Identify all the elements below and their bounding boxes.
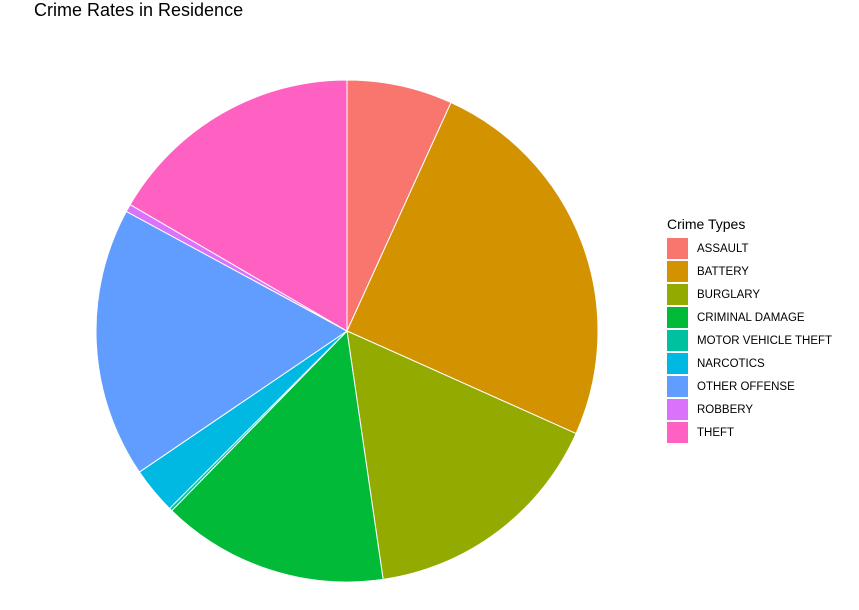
legend-item-robbery: ROBBERY (667, 398, 832, 421)
legend-item-theft: THEFT (667, 421, 832, 444)
legend-label: ROBBERY (697, 403, 754, 416)
pie-slice-criminal-damage (171, 329, 384, 583)
legend-title: Crime Types (667, 216, 746, 232)
legend-label: OTHER OFFENSE (697, 380, 795, 393)
legend-label: THEFT (697, 426, 735, 439)
legend-item-criminal-damage: CRIMINAL DAMAGE (667, 306, 832, 329)
legend-key (667, 307, 688, 328)
legend-items: ASSAULT BATTERY BURGLARY CRIMINAL DAMAGE MOT… (667, 237, 832, 444)
legend-key (667, 376, 688, 397)
legend-label: NARCOTICS (697, 357, 765, 370)
legend-item-narcotics: NARCOTICS (667, 352, 832, 375)
legend-key (667, 238, 688, 259)
legend: Crime Types ASSAULT BATTERY BURGLARY CRIMIN… (667, 216, 832, 444)
legend-key (667, 399, 688, 420)
legend-key (667, 353, 688, 374)
legend-key (667, 261, 688, 282)
legend-label: BURGLARY (697, 288, 761, 301)
pie-slice-assault (346, 79, 452, 332)
legend-label: BATTERY (697, 265, 749, 278)
pie-slice-other-offense (95, 210, 348, 473)
legend-item-burglary: BURGLARY (667, 283, 832, 306)
pie-slice-burglary (346, 330, 577, 580)
legend-item-other-offense: OTHER OFFENSE (667, 375, 832, 398)
legend-label: MOTOR VEHICLE THEFT (697, 334, 833, 347)
legend-item-assault: ASSAULT (667, 237, 832, 260)
legend-key (667, 284, 688, 305)
legend-key (667, 330, 688, 351)
chart-title: Crime Rates in Residence (34, 0, 244, 20)
legend-label: CRIMINAL DAMAGE (697, 311, 805, 324)
pie-slice-theft (129, 79, 348, 332)
legend-label: ASSAULT (697, 242, 749, 255)
legend-key (667, 422, 688, 443)
legend-item-battery: BATTERY (667, 260, 832, 283)
legend-item-motor-vehicle-theft: MOTOR VEHICLE THEFT (667, 329, 832, 352)
pie-slice-battery (346, 101, 599, 435)
